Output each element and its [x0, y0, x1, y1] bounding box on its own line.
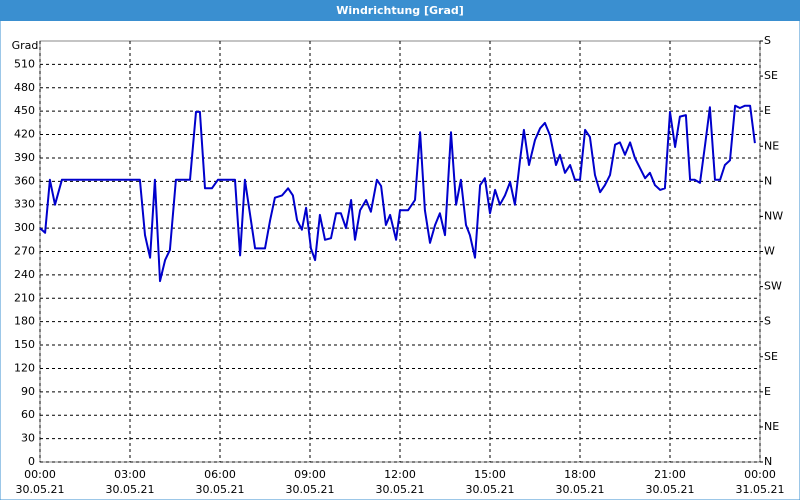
- y-tick-label: 90: [21, 385, 35, 398]
- x-tick-date: 30.05.21: [106, 483, 155, 496]
- x-tick-date: 30.05.21: [196, 483, 245, 496]
- y-tick-label: 450: [14, 104, 35, 117]
- x-tick-date: 30.05.21: [16, 483, 65, 496]
- y-tick-label: 120: [14, 361, 35, 374]
- chart-title: Windrichtung [Grad]: [336, 4, 464, 17]
- y-tick-label: 360: [14, 174, 35, 187]
- y-tick-label: 330: [14, 198, 35, 211]
- y-axis-label: Grad: [12, 39, 39, 52]
- y-tick-label: 0: [28, 455, 35, 468]
- x-tick-date: 30.05.21: [286, 483, 335, 496]
- y2-tick-label: E: [764, 385, 771, 398]
- y2-tick-label: SE: [764, 350, 778, 363]
- y2-tick-label: NE: [764, 139, 779, 152]
- y-tick-label: 300: [14, 221, 35, 234]
- y-tick-label: 150: [14, 338, 35, 351]
- x-tick-label: 15:00: [474, 468, 506, 481]
- y2-tick-label: SW: [764, 280, 782, 293]
- y2-tick-label: S: [764, 315, 771, 328]
- y2-tick-label: N: [764, 455, 772, 468]
- data-line: [39, 104, 756, 283]
- y2-tick-label: N: [764, 174, 772, 187]
- x-tick-label: 03:00: [114, 468, 146, 481]
- x-tick-label: 06:00: [204, 468, 236, 481]
- y-tick-label: 240: [14, 268, 35, 281]
- x-tick-label: 00:00: [744, 468, 776, 481]
- x-tick-date: 31.05.21: [736, 483, 785, 496]
- x-tick-label: 21:00: [654, 468, 686, 481]
- y-tick-label: 60: [21, 408, 35, 421]
- x-tick-date: 30.05.21: [376, 483, 425, 496]
- y2-tick-label: NE: [764, 420, 779, 433]
- y-tick-label: 480: [14, 81, 35, 94]
- x-tick-label: 09:00: [294, 468, 326, 481]
- y2-tick-label: E: [764, 104, 771, 117]
- y-tick-label: 390: [14, 151, 35, 164]
- y2-tick-label: NW: [764, 209, 783, 222]
- y-tick-label: 270: [14, 245, 35, 258]
- x-tick-label: 00:00: [24, 468, 56, 481]
- y2-tick-label: S: [764, 34, 771, 47]
- x-tick-label: 12:00: [384, 468, 416, 481]
- x-tick-date: 30.05.21: [466, 483, 515, 496]
- y-tick-label: 420: [14, 128, 35, 141]
- y-tick-label: 180: [14, 315, 35, 328]
- x-tick-date: 30.05.21: [646, 483, 695, 496]
- title-bar: [0, 0, 800, 21]
- y2-tick-label: SE: [764, 69, 778, 82]
- y-tick-label: 210: [14, 291, 35, 304]
- y-tick-label: 510: [14, 57, 35, 70]
- y2-tick-label: W: [764, 245, 775, 258]
- x-tick-label: 18:00: [564, 468, 596, 481]
- x-tick-date: 30.05.21: [556, 483, 605, 496]
- y-tick-label: 30: [21, 432, 35, 445]
